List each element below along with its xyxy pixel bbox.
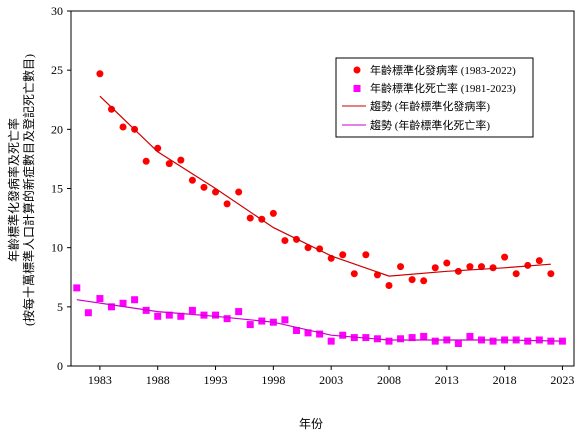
mortality-point xyxy=(223,315,231,323)
x-tick-label: 2023 xyxy=(550,373,574,387)
mortality-point xyxy=(431,337,439,345)
mortality-point xyxy=(235,308,243,316)
legend-box xyxy=(335,57,534,138)
mortality-point xyxy=(397,335,405,343)
y-tick-label: 10 xyxy=(51,241,63,255)
mortality-point xyxy=(420,332,428,340)
incidence-point xyxy=(177,156,185,164)
series-1 xyxy=(73,284,566,348)
mortality-point xyxy=(107,303,115,311)
x-axis-title: 年份 xyxy=(299,417,323,431)
incidence-point xyxy=(431,264,439,272)
y-tick-label: 20 xyxy=(51,122,63,136)
mortality-point xyxy=(131,296,139,304)
x-tick-label: 1998 xyxy=(261,373,285,387)
y-tick-label: 25 xyxy=(51,63,63,77)
y-axis: 0 5 10 15 20 25 30 xyxy=(51,4,71,373)
incidence-point xyxy=(200,183,208,191)
mortality-point xyxy=(466,332,474,340)
x-tick-label: 2018 xyxy=(493,373,517,387)
incidence-point xyxy=(466,263,474,271)
incidence-point xyxy=(512,270,520,278)
x-tick-label: 1988 xyxy=(146,373,170,387)
incidence-point xyxy=(246,214,254,222)
y-axis-title-line-2: (按每十萬標準人口計算的新症數目及登記死亡數目) xyxy=(21,54,36,326)
incidence-point xyxy=(501,253,509,261)
legend: 年齡標準化發病率 (1983-2022) 年齡標準化死亡率 (1981-2023… xyxy=(335,57,534,138)
series-3 xyxy=(76,299,563,342)
incidence-point xyxy=(350,270,358,278)
incidence-point xyxy=(443,259,451,267)
incidence-point xyxy=(385,282,393,290)
incidence-point xyxy=(547,270,555,278)
x-axis: 1983 1988 1993 1998 2003 2008 2013 2018 2023 xyxy=(88,366,574,387)
y-tick-label: 0 xyxy=(57,359,63,373)
incidence-point xyxy=(281,237,289,245)
mortality-point xyxy=(188,306,196,314)
incidence-point xyxy=(119,123,127,131)
mortality-point xyxy=(177,312,185,320)
incidence-point xyxy=(420,277,428,285)
x-tick-label: 1983 xyxy=(88,373,112,387)
x-tick-label: 2008 xyxy=(377,373,401,387)
mortality-point xyxy=(385,337,393,345)
incidence-point xyxy=(188,176,196,184)
mortality-point xyxy=(535,336,543,344)
y-tick-label: 30 xyxy=(51,4,63,18)
legend-label-incidence-trend: 趨勢 (年齡標準化發病率) xyxy=(370,99,490,113)
incidence-point xyxy=(154,144,162,152)
legend-label-incidence: 年齡標準化發病率 (1983-2022) xyxy=(370,63,516,77)
x-tick-label: 1993 xyxy=(204,373,228,387)
incidence-trend-line xyxy=(99,95,551,277)
legend-square-marker xyxy=(353,85,361,92)
incidence-point xyxy=(397,263,405,271)
mortality-point xyxy=(96,295,104,303)
mortality-point xyxy=(408,334,416,342)
incidence-point xyxy=(362,251,370,259)
mortality-point xyxy=(165,311,173,319)
mortality-point xyxy=(84,309,92,317)
legend-label-mortality-trend: 趨勢 (年齡標準化死亡率) xyxy=(370,118,490,132)
mortality-point xyxy=(524,337,532,345)
series-2 xyxy=(99,95,551,277)
incidence-point xyxy=(223,200,231,208)
legend-circle-marker xyxy=(353,66,361,74)
incidence-point xyxy=(107,105,115,113)
y-tick-label: 5 xyxy=(57,300,63,314)
incidence-point xyxy=(489,264,497,272)
mortality-point xyxy=(73,284,81,292)
incidence-point xyxy=(142,157,150,165)
mortality-point xyxy=(119,299,127,307)
incidence-point xyxy=(165,160,173,168)
x-tick-label: 2003 xyxy=(319,373,343,387)
mortality-point xyxy=(154,312,162,320)
incidence-point xyxy=(269,209,277,217)
series-layer xyxy=(73,70,566,348)
mortality-point xyxy=(489,337,497,345)
x-tick-label: 2013 xyxy=(435,373,459,387)
legend-label-mortality: 年齡標準化死亡率 (1981-2023) xyxy=(370,81,516,95)
mortality-point xyxy=(304,329,312,337)
mortality-point xyxy=(339,331,347,339)
incidence-point xyxy=(535,257,543,265)
mortality-point xyxy=(281,316,289,324)
incidence-point xyxy=(477,263,485,271)
mortality-point xyxy=(454,340,462,348)
mortality-trend-line xyxy=(76,299,563,342)
incidence-point xyxy=(96,70,104,78)
incidence-point xyxy=(454,267,462,275)
y-axis-title-line-1: 年齡標準化發病率及死亡率 xyxy=(6,118,21,262)
incidence-point xyxy=(235,188,243,196)
mortality-point xyxy=(327,337,335,345)
mortality-point xyxy=(246,321,254,329)
incidence-point xyxy=(339,251,347,259)
mortality-point xyxy=(316,330,324,338)
mortality-point xyxy=(558,337,566,345)
mortality-point xyxy=(212,311,220,319)
incidence-point xyxy=(408,276,416,284)
mortality-point xyxy=(292,327,300,334)
y-tick-label: 15 xyxy=(51,182,63,196)
